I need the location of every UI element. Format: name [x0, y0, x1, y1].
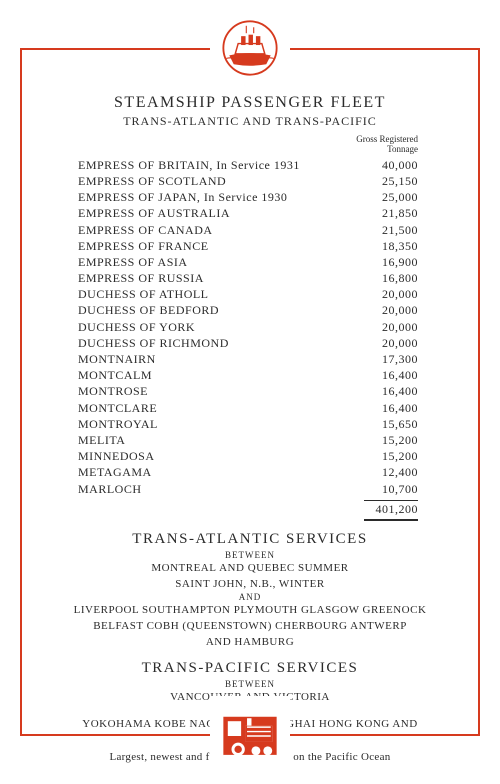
fleet-row: MARLOCH 10,700 — [78, 481, 418, 497]
fleet-row: EMPRESS OF ASIA 16,900 — [78, 254, 418, 270]
ship-tonnage: 21,850 — [364, 205, 418, 221]
ship-name: DUCHESS OF BEDFORD — [78, 302, 219, 318]
ship-tonnage: 16,400 — [364, 383, 418, 399]
pacific-between: BETWEEN — [38, 679, 462, 689]
main-title: STEAMSHIP PASSENGER FLEET — [38, 94, 462, 112]
fleet-row: DUCHESS OF BEDFORD 20,000 — [78, 302, 418, 318]
ship-name: MELITA — [78, 432, 125, 448]
subtitle-atlantic: TRANS-ATLANTIC — [123, 114, 239, 128]
season-summer: SUMMER — [295, 562, 349, 574]
ship-tonnage: 16,800 — [364, 270, 418, 286]
ship-name: MARLOCH — [78, 481, 142, 497]
tonnage-column-header: Gross Registered Tonnage — [38, 135, 462, 155]
ship-name: EMPRESS OF RUSSIA — [78, 270, 204, 286]
ship-tonnage: 20,000 — [364, 302, 418, 318]
fleet-table: EMPRESS OF BRITAIN, In Service 1931 40,00… — [38, 157, 462, 497]
fleet-row: EMPRESS OF CANADA 21,500 — [78, 222, 418, 238]
ship-tonnage: 20,000 — [364, 286, 418, 302]
fleet-row: MINNEDOSA 15,200 — [78, 448, 418, 464]
ship-name: EMPRESS OF JAPAN, In Service 1930 — [78, 189, 287, 205]
ship-tonnage: 25,150 — [364, 173, 418, 189]
port-quebec: QUEBEC — [248, 562, 295, 574]
ship-name: DUCHESS OF ATHOLL — [78, 286, 209, 302]
fleet-row: EMPRESS OF SCOTLAND 25,150 — [78, 173, 418, 189]
ship-icon — [213, 11, 287, 85]
locomotive-icon — [213, 699, 287, 773]
ship-tonnage: 15,650 — [364, 416, 418, 432]
train-emblem — [210, 696, 290, 776]
fleet-row: DUCHESS OF ATHOLL 20,000 — [78, 286, 418, 302]
subtitle-and: AND — [239, 114, 275, 128]
atlantic-ports-3: AND HAMBURG — [38, 635, 462, 650]
pacific-services-title: TRANS-PACIFIC SERVICES — [38, 660, 462, 677]
atlantic-ports-2: BELFAST COBH (QUEENSTOWN) CHERBOURG ANTW… — [38, 619, 462, 634]
ship-tonnage: 15,200 — [364, 432, 418, 448]
subtitle-pacific: TRANS-PACIFIC — [276, 114, 377, 128]
fleet-row: MONTROSE 16,400 — [78, 383, 418, 399]
ship-name: DUCHESS OF RICHMOND — [78, 335, 229, 351]
fleet-row: DUCHESS OF YORK 20,000 — [78, 319, 418, 335]
conj-and: AND — [216, 562, 247, 574]
ship-tonnage: 40,000 — [364, 157, 418, 173]
ship-emblem — [210, 8, 290, 88]
document-content: STEAMSHIP PASSENGER FLEET TRANS-ATLANTIC… — [38, 94, 462, 763]
atlantic-and: AND — [38, 592, 462, 602]
ship-name: EMPRESS OF BRITAIN, In Service 1931 — [78, 157, 300, 173]
atlantic-between: BETWEEN — [38, 550, 462, 560]
ship-tonnage: 18,350 — [364, 238, 418, 254]
ship-tonnage: 15,200 — [364, 448, 418, 464]
ship-tonnage: 25,000 — [364, 189, 418, 205]
total-rule — [364, 500, 418, 501]
ship-name: EMPRESS OF CANADA — [78, 222, 213, 238]
ship-name: MINNEDOSA — [78, 448, 155, 464]
ship-tonnage: 16,400 — [364, 367, 418, 383]
ship-name: EMPRESS OF ASIA — [78, 254, 188, 270]
fleet-row: EMPRESS OF BRITAIN, In Service 1931 40,00… — [78, 157, 418, 173]
fleet-row: MONTROYAL 15,650 — [78, 416, 418, 432]
total-tonnage: 401,200 — [38, 502, 462, 517]
fleet-row: MONTNAIRN 17,300 — [78, 351, 418, 367]
fleet-row: METAGAMA 12,400 — [78, 464, 418, 480]
atlantic-canada-winter: SAINT JOHN, N.B., WINTER — [38, 577, 462, 592]
ship-name: MONTROSE — [78, 383, 148, 399]
ship-tonnage: 16,400 — [364, 400, 418, 416]
ship-tonnage: 10,700 — [364, 481, 418, 497]
ship-tonnage: 20,000 — [364, 335, 418, 351]
ship-tonnage: 20,000 — [364, 319, 418, 335]
ship-name: DUCHESS OF YORK — [78, 319, 195, 335]
ship-tonnage: 17,300 — [364, 351, 418, 367]
fleet-row: EMPRESS OF JAPAN, In Service 1930 25,000 — [78, 189, 418, 205]
ship-tonnage: 12,400 — [364, 464, 418, 480]
ship-name: MONTNAIRN — [78, 351, 156, 367]
fleet-row: MONTCALM 16,400 — [78, 367, 418, 383]
fleet-row: EMPRESS OF RUSSIA 16,800 — [78, 270, 418, 286]
total-double-rule — [364, 519, 418, 521]
ship-name: EMPRESS OF AUSTRALIA — [78, 205, 230, 221]
fleet-row: MONTCLARE 16,400 — [78, 400, 418, 416]
atlantic-ports-1: LIVERPOOL SOUTHAMPTON PLYMOUTH GLASGOW G… — [38, 603, 462, 618]
ship-name: EMPRESS OF SCOTLAND — [78, 173, 226, 189]
atlantic-services-title: TRANS-ATLANTIC SERVICES — [38, 531, 462, 548]
col-header-line2: Tonnage — [387, 144, 418, 154]
col-header-line1: Gross Registered — [356, 134, 418, 144]
ship-name: MONTCLARE — [78, 400, 157, 416]
atlantic-canada-summer: MONTREAL AND QUEBEC SUMMER — [38, 561, 462, 576]
ship-name: MONTCALM — [78, 367, 152, 383]
fleet-row: EMPRESS OF FRANCE 18,350 — [78, 238, 418, 254]
fleet-row: DUCHESS OF RICHMOND 20,000 — [78, 335, 418, 351]
ship-name: EMPRESS OF FRANCE — [78, 238, 209, 254]
ship-tonnage: 21,500 — [364, 222, 418, 238]
fleet-row: MELITA 15,200 — [78, 432, 418, 448]
fleet-row: EMPRESS OF AUSTRALIA 21,850 — [78, 205, 418, 221]
port-montreal: MONTREAL — [151, 562, 216, 574]
ship-tonnage: 16,900 — [364, 254, 418, 270]
ship-name: METAGAMA — [78, 464, 152, 480]
ship-name: MONTROYAL — [78, 416, 158, 432]
subtitle: TRANS-ATLANTIC AND TRANS-PACIFIC — [38, 114, 462, 129]
